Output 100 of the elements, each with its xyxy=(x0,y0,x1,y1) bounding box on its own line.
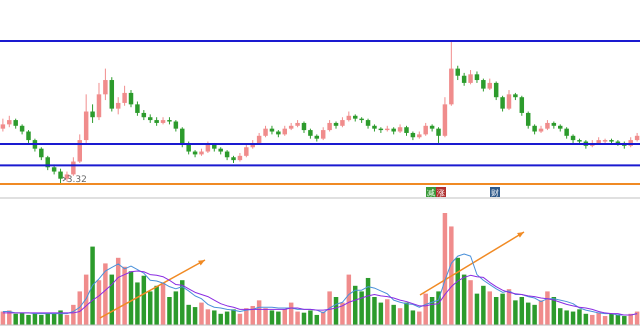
bar xyxy=(103,263,108,325)
text: 财 xyxy=(491,188,499,198)
bar xyxy=(558,308,562,325)
bar xyxy=(430,297,434,325)
candlestick xyxy=(340,116,345,128)
bar xyxy=(520,297,524,325)
candlestick xyxy=(78,134,82,164)
bar xyxy=(378,302,384,325)
bar xyxy=(39,314,44,325)
bar xyxy=(609,314,614,325)
candlestick xyxy=(103,68,108,101)
bar xyxy=(481,286,486,325)
candlestick xyxy=(462,72,466,86)
bar xyxy=(346,274,352,325)
bar xyxy=(295,312,300,325)
bar xyxy=(352,286,358,325)
candlestick xyxy=(506,90,512,111)
bar xyxy=(455,258,460,325)
bar xyxy=(314,314,320,325)
candlestick xyxy=(404,125,409,136)
candlestick xyxy=(116,96,120,115)
candlestick xyxy=(481,78,486,92)
bar xyxy=(417,312,422,325)
bar xyxy=(13,314,18,325)
candlestick xyxy=(58,168,63,184)
bar xyxy=(116,258,120,325)
bar xyxy=(20,312,24,325)
candlestick xyxy=(468,70,473,85)
candlestick xyxy=(564,126,569,140)
bar xyxy=(616,314,620,325)
bar xyxy=(52,314,56,325)
bar xyxy=(142,276,146,325)
bar xyxy=(0,312,6,325)
bar xyxy=(494,297,498,325)
bar xyxy=(513,300,518,325)
candlestick xyxy=(494,80,498,101)
bar xyxy=(180,280,185,325)
bar xyxy=(174,291,178,325)
candlestick xyxy=(122,85,127,106)
bar xyxy=(327,291,332,325)
bar xyxy=(634,312,640,325)
bar xyxy=(90,246,95,325)
candlestick xyxy=(263,125,268,138)
bar xyxy=(340,302,345,325)
candlestick xyxy=(224,150,230,161)
candlestick xyxy=(39,146,44,161)
candlestick xyxy=(96,82,102,121)
candlestick xyxy=(474,70,480,84)
bar xyxy=(602,316,608,325)
candlestick xyxy=(488,78,492,91)
text: 涨 xyxy=(437,188,445,198)
bar xyxy=(564,310,569,325)
bar xyxy=(423,294,428,325)
candlestick xyxy=(320,126,326,141)
bar xyxy=(359,291,364,325)
candlestick xyxy=(520,95,524,116)
candlestick xyxy=(545,120,550,131)
bar xyxy=(391,304,396,325)
candlestick xyxy=(436,126,441,144)
bar xyxy=(584,314,588,325)
bar xyxy=(506,289,512,325)
bar xyxy=(270,310,274,325)
candlestick xyxy=(90,104,95,124)
bar xyxy=(596,312,601,325)
candlestick xyxy=(526,111,530,130)
bar xyxy=(532,304,537,325)
candlestick xyxy=(13,118,18,130)
candlestick xyxy=(186,141,191,155)
bar xyxy=(148,291,152,325)
bar xyxy=(122,266,127,325)
bar xyxy=(256,300,262,325)
candlestick xyxy=(423,122,428,136)
bar xyxy=(96,280,102,325)
candlestick xyxy=(308,128,313,140)
candlestick xyxy=(532,124,537,135)
candlestick xyxy=(26,130,31,144)
bar xyxy=(160,282,166,325)
bar xyxy=(500,294,505,325)
bar xyxy=(250,306,255,325)
bar xyxy=(526,302,530,325)
bar xyxy=(199,302,204,325)
candlestick xyxy=(346,111,352,122)
candlestick xyxy=(206,141,210,154)
bar xyxy=(288,302,294,325)
candlestick xyxy=(180,126,185,148)
bar xyxy=(302,312,306,325)
bar xyxy=(590,314,595,325)
candlestick xyxy=(7,115,12,128)
bar xyxy=(212,310,217,325)
bar xyxy=(474,294,480,325)
bar xyxy=(238,314,242,325)
bar xyxy=(308,310,313,325)
bar xyxy=(263,308,268,325)
candlestick xyxy=(20,124,24,135)
bar xyxy=(186,304,191,325)
bar xyxy=(276,312,281,325)
bar xyxy=(167,297,172,325)
candlestick xyxy=(302,121,306,134)
bar xyxy=(218,314,223,325)
candlestick xyxy=(0,118,6,132)
